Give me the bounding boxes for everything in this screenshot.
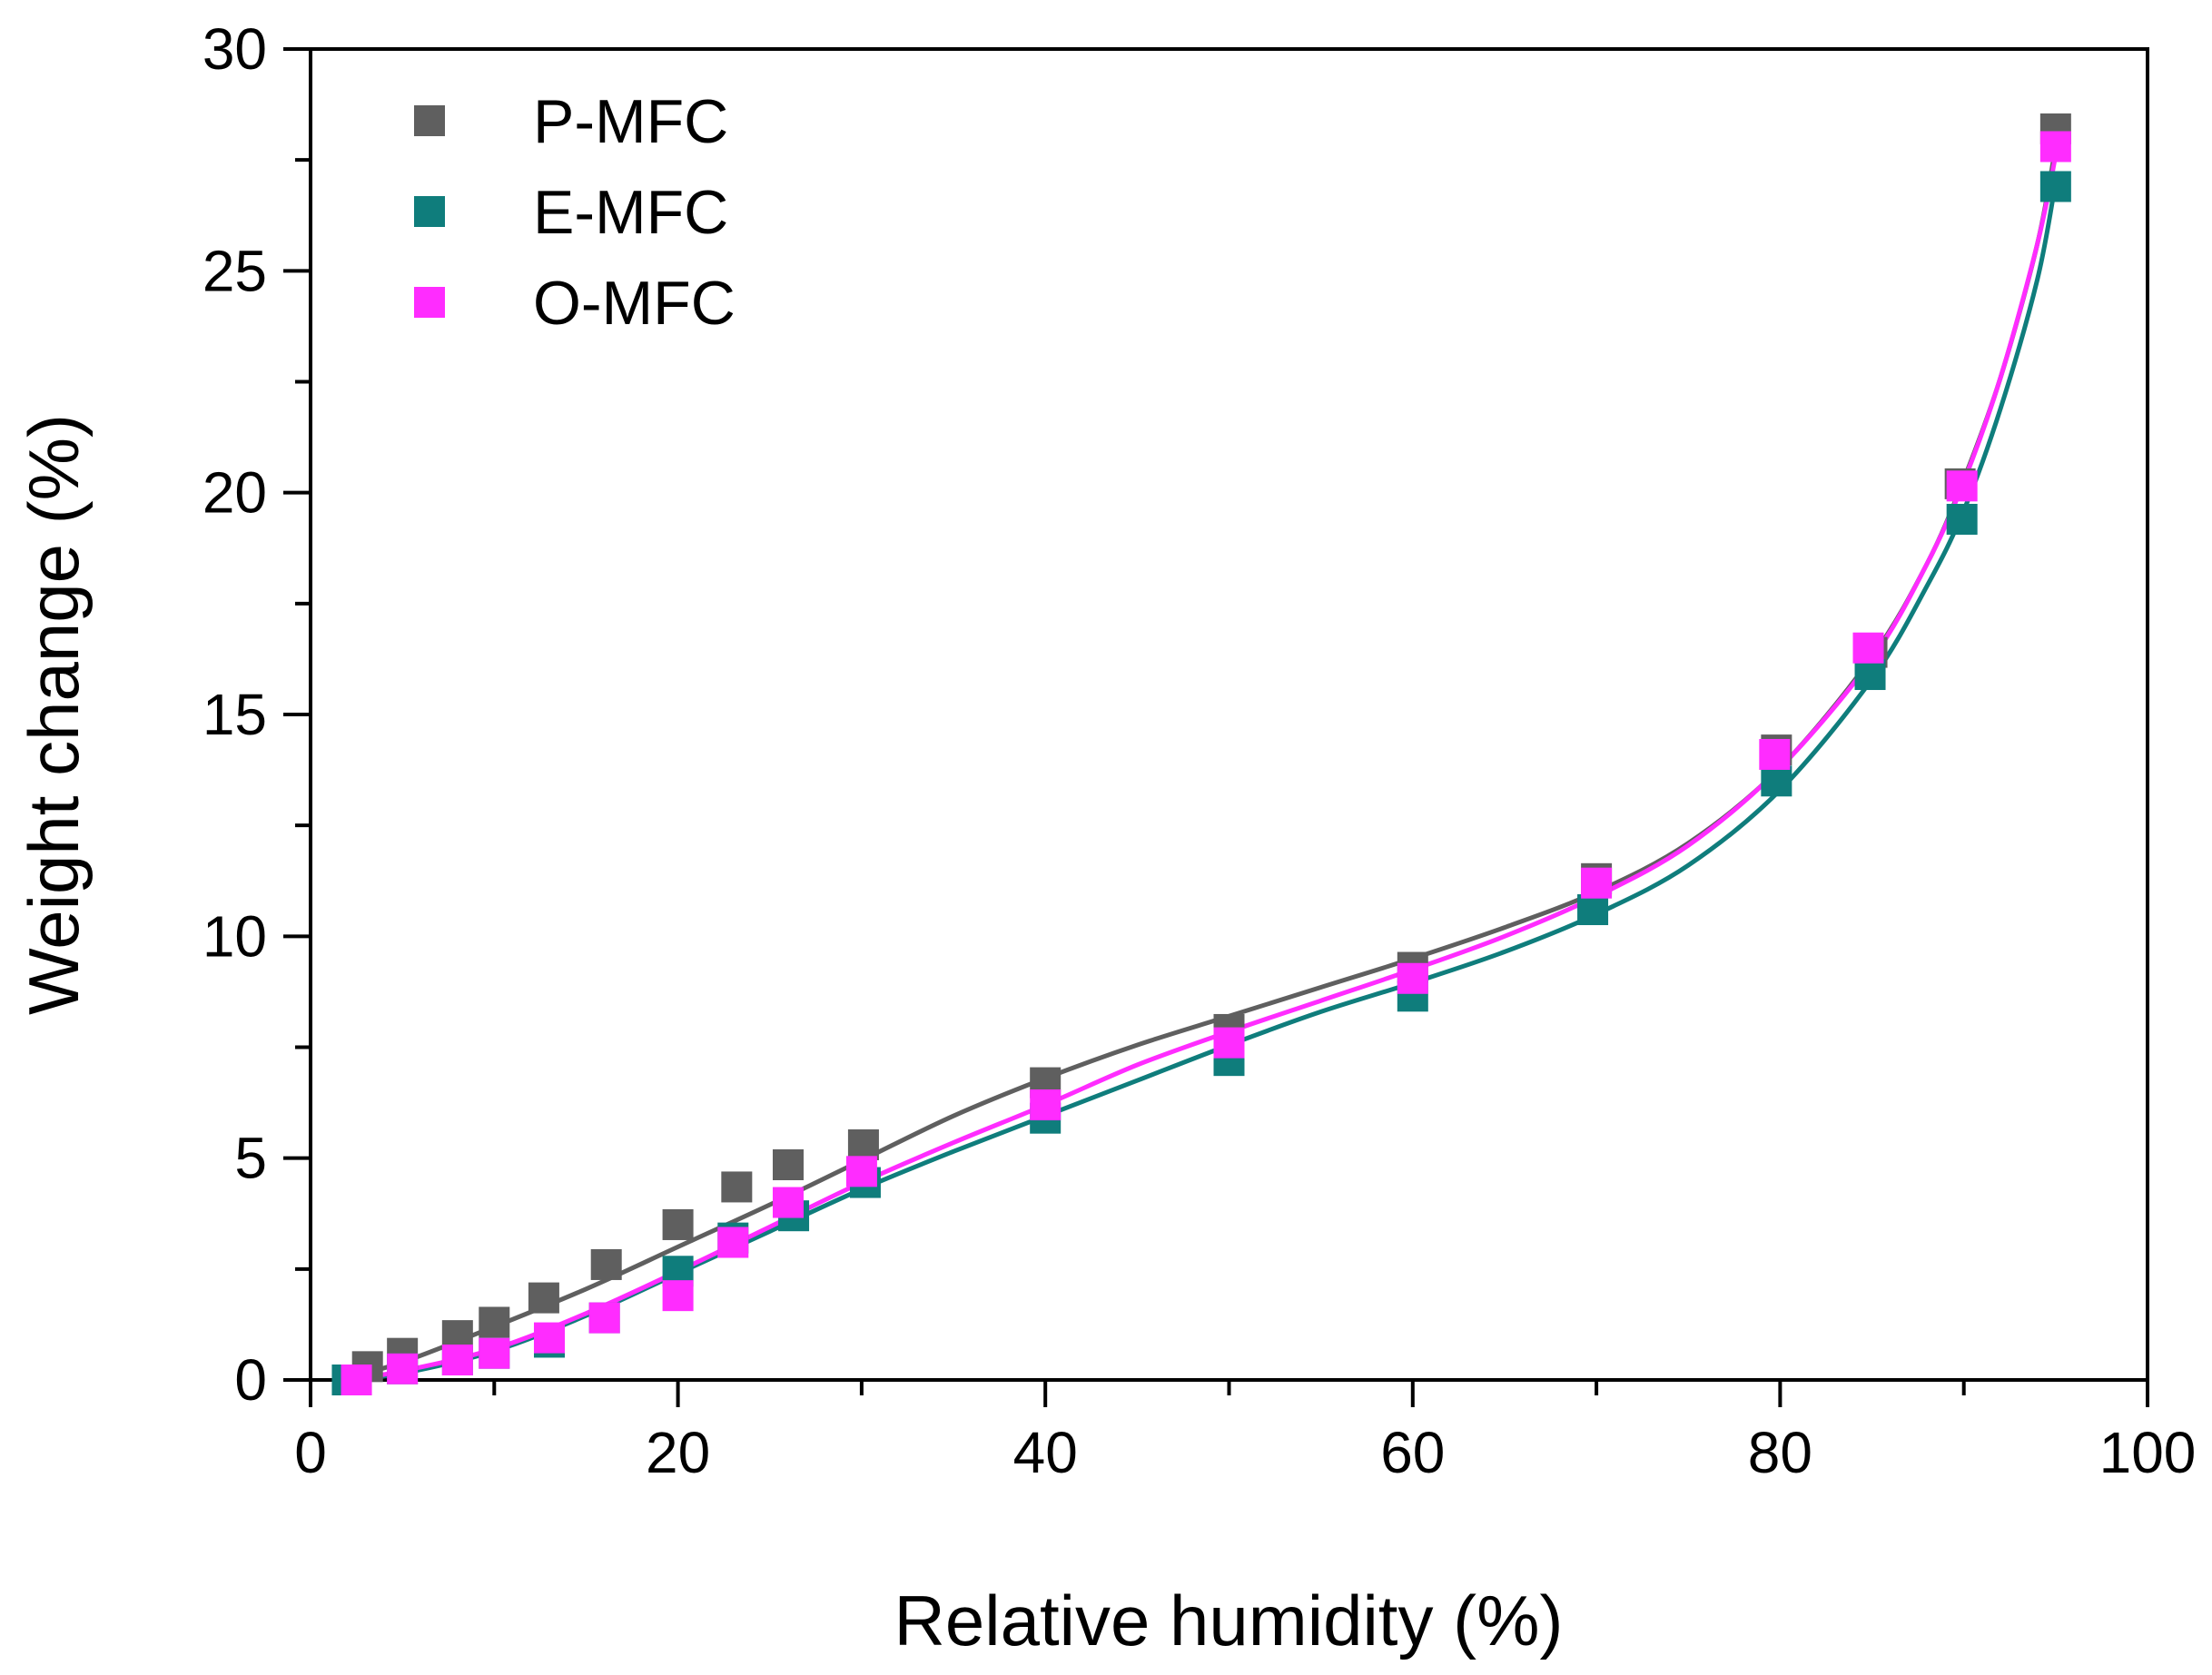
y-tick-label: 10 (202, 903, 267, 969)
data-markers (331, 113, 2071, 1395)
o-mfc-data-point (845, 1156, 877, 1187)
x-tick-label: 60 (1380, 1420, 1445, 1485)
o-mfc-data-point (387, 1353, 419, 1384)
o-mfc-data-point (479, 1337, 510, 1369)
o-mfc-data-point (1581, 867, 1613, 899)
o-mfc-data-point (1030, 1089, 1062, 1121)
o-mfc-data-point (1397, 962, 1428, 994)
o-mfc-data-point (441, 1345, 473, 1376)
p-mfc-data-point (772, 1148, 804, 1180)
e-mfc-data-point (1946, 503, 1978, 535)
e-mfc-data-point (1854, 659, 1886, 691)
y-axis-title: Weight change (%) (14, 414, 94, 1015)
p-mfc-data-point (590, 1248, 622, 1280)
x-tick-label: 20 (646, 1420, 710, 1485)
o-mfc-legend-marker (414, 287, 445, 318)
o-mfc-legend-label: O-MFC (533, 269, 736, 338)
p-mfc-legend-label: P-MFC (533, 87, 728, 156)
x-tick-label: 100 (2099, 1420, 2197, 1485)
o-mfc-data-point (717, 1227, 749, 1258)
o-mfc-data-point (2039, 131, 2071, 163)
x-axis-ticks: 0 20 40 60 80 100 (294, 1380, 2196, 1485)
e-mfc-data-point (1761, 765, 1792, 797)
o-mfc-data-point (533, 1322, 565, 1354)
o-mfc-data-point (341, 1365, 372, 1395)
p-mfc-data-point (662, 1208, 694, 1240)
o-mfc-data-point (1213, 1027, 1245, 1059)
y-axis-ticks: 0 5 10 15 20 25 30 (202, 16, 311, 1413)
e-mfc-fit-line (347, 182, 2059, 1383)
y-tick-label: 20 (202, 460, 267, 526)
x-axis-title: Relative humidity (%) (894, 1581, 1564, 1660)
p-mfc-legend-marker (414, 105, 445, 136)
o-mfc-data-point (772, 1187, 804, 1218)
o-mfc-data-point (588, 1302, 620, 1334)
o-mfc-data-point (1852, 632, 1884, 664)
y-tick-label: 5 (234, 1126, 267, 1191)
x-tick-label: 0 (294, 1420, 327, 1485)
p-mfc-data-point (847, 1129, 879, 1161)
o-mfc-data-point (662, 1280, 694, 1312)
x-tick-label: 40 (1013, 1420, 1078, 1485)
x-tick-label: 80 (1748, 1420, 1812, 1485)
e-mfc-data-point (1577, 894, 1609, 926)
e-mfc-legend-marker (414, 196, 445, 227)
y-tick-label: 15 (202, 682, 267, 747)
y-tick-label: 0 (234, 1347, 267, 1413)
e-mfc-data-point (2039, 171, 2071, 202)
e-mfc-legend-label: E-MFC (533, 178, 728, 247)
legend: P-MFC E-MFC O-MFC (414, 87, 736, 338)
p-mfc-data-point (528, 1282, 559, 1314)
y-tick-label: 25 (202, 238, 267, 303)
plot-frame (309, 47, 2149, 1382)
p-mfc-data-point (479, 1306, 510, 1338)
y-tick-label: 30 (202, 16, 267, 82)
o-mfc-data-point (1946, 470, 1978, 502)
o-mfc-data-point (1759, 738, 1791, 770)
p-mfc-data-point (721, 1171, 753, 1203)
